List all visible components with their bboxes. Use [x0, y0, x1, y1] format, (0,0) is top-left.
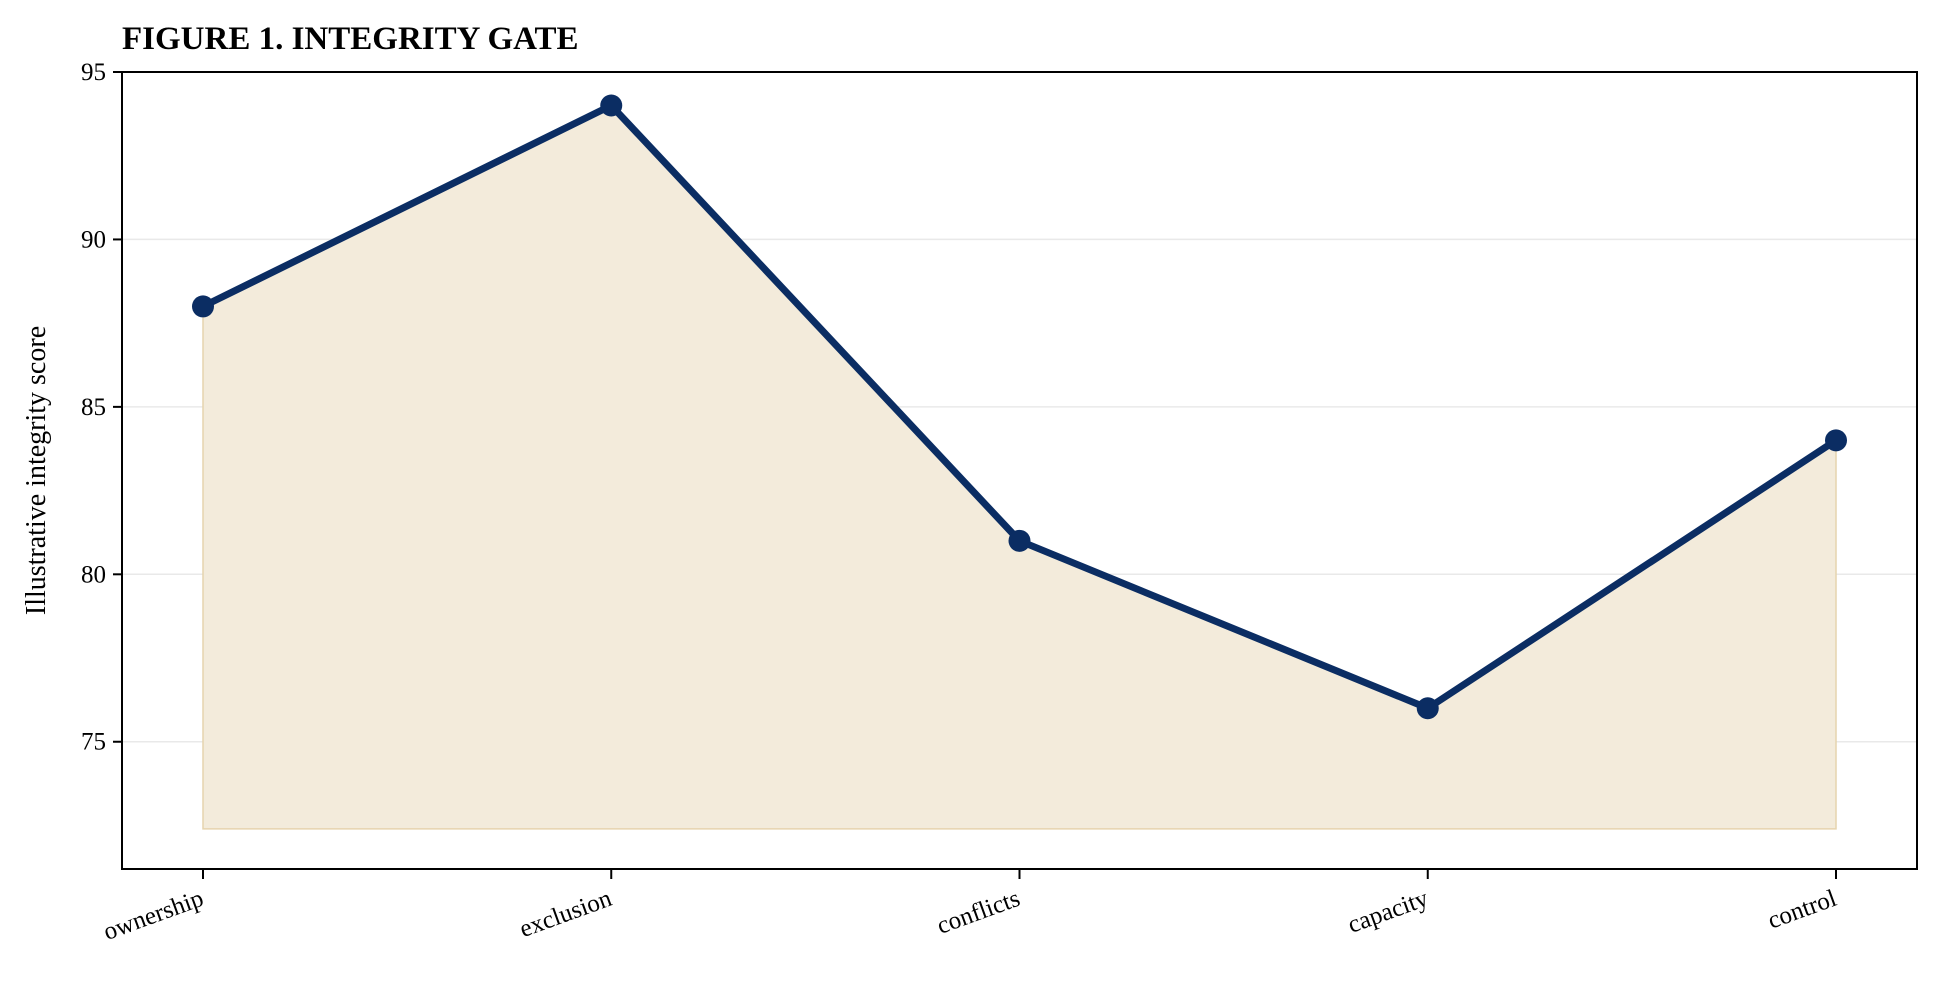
x-tick-label: capacity	[1344, 885, 1432, 939]
y-tick-label: 80	[81, 561, 106, 588]
area-fill-layer	[202, 104, 1837, 830]
y-tick-label: 75	[81, 729, 106, 756]
y-tick-label: 85	[81, 394, 106, 421]
data-point	[1825, 429, 1847, 452]
x-axis: ownership exclusion conflicts capacity contr…	[100, 869, 1840, 946]
x-tick-label: control	[1764, 885, 1840, 935]
data-point	[192, 295, 214, 318]
data-point	[1008, 529, 1031, 552]
x-tick-label: conflicts	[933, 885, 1023, 940]
data-point	[600, 94, 623, 117]
y-tick-label: 90	[81, 226, 106, 253]
chart-title: FIGURE 1. INTEGRITY GATE	[122, 21, 579, 57]
area-fill	[202, 104, 1837, 830]
x-tick-label: ownership	[100, 885, 207, 946]
x-tick-label: exclusion	[516, 885, 616, 943]
data-point-layer	[192, 94, 1847, 720]
data-point	[1416, 697, 1439, 720]
y-axis: 75 80 85 90 95	[81, 59, 122, 756]
y-axis-label: Illustrative integrity score	[21, 326, 52, 615]
y-tick-label: 95	[81, 59, 106, 86]
